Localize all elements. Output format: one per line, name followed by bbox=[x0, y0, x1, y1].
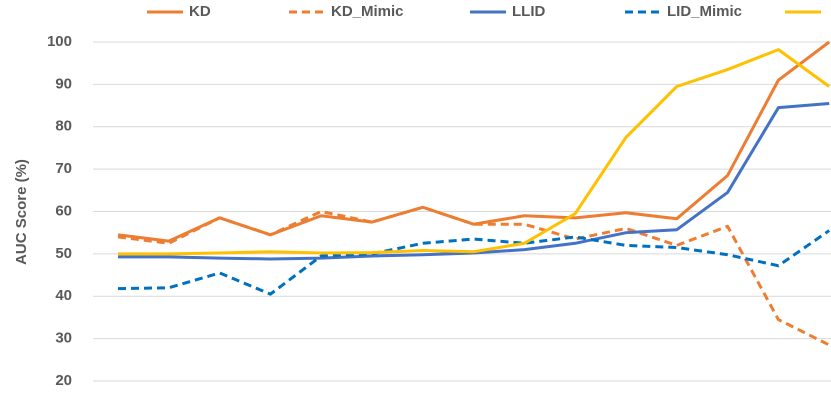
y-tick-label: 50 bbox=[55, 245, 72, 262]
data-line bbox=[118, 48, 831, 256]
y-tick-label: 100 bbox=[47, 33, 72, 50]
y-tick-label: 30 bbox=[55, 330, 72, 347]
y-axis-label: AUC Score (%) bbox=[13, 159, 30, 265]
data-line bbox=[117, 40, 831, 243]
y-tick-label: 80 bbox=[55, 118, 72, 135]
legend-label: LID_Mimic bbox=[667, 3, 742, 20]
y-tick-label: 20 bbox=[55, 372, 72, 389]
data-line bbox=[117, 229, 831, 296]
y-tick-label: 60 bbox=[55, 202, 72, 219]
legend-label: KD bbox=[189, 3, 211, 20]
y-tick-label: 40 bbox=[55, 287, 72, 304]
legend-label: KD_Mimic bbox=[331, 3, 404, 20]
legend-label: LLID bbox=[512, 3, 545, 20]
y-tick-label: 70 bbox=[55, 160, 72, 177]
y-tick-label: 90 bbox=[55, 75, 72, 92]
